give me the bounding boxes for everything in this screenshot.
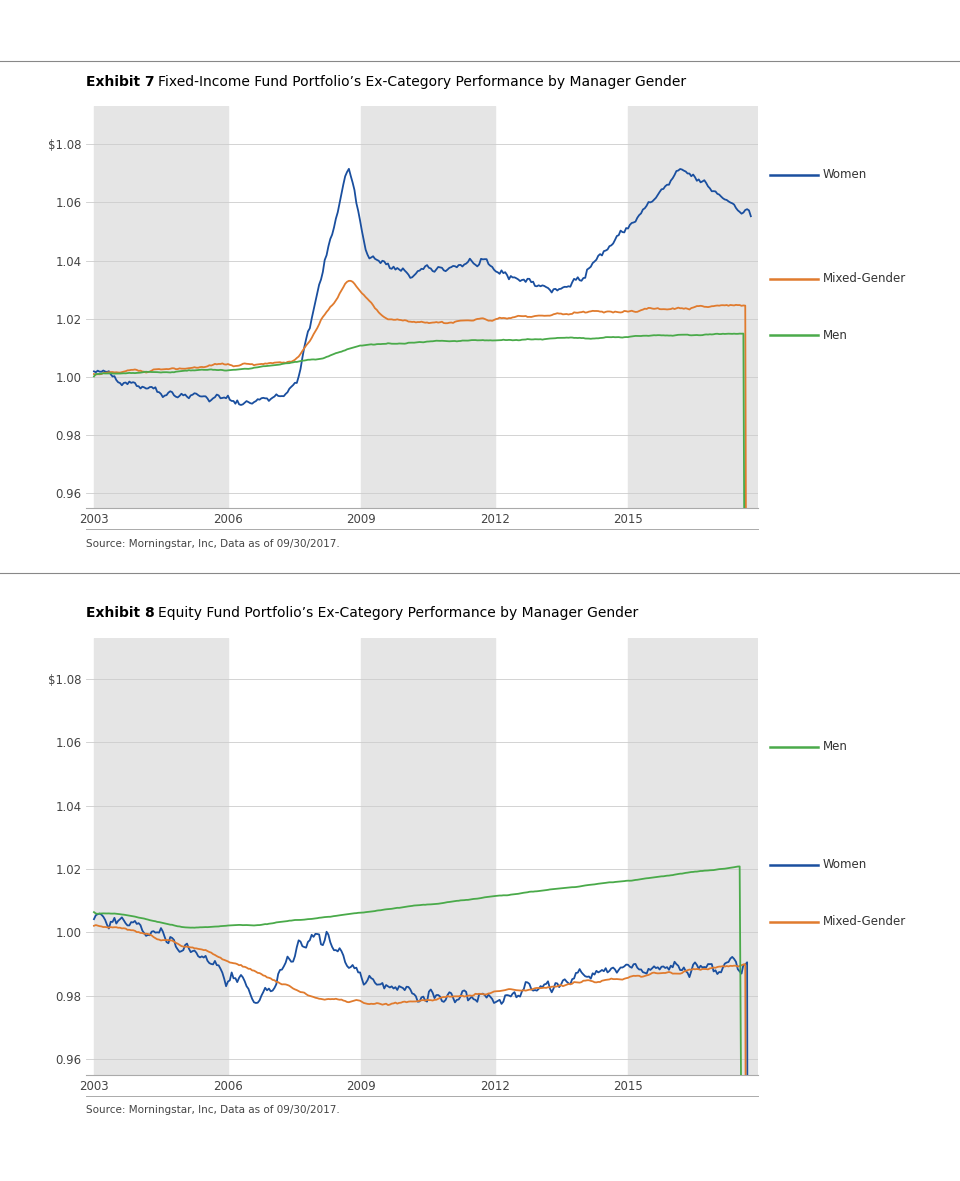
Bar: [361, 638, 494, 1075]
Text: Mixed-Gender: Mixed-Gender: [823, 273, 906, 286]
Text: Exhibit 8: Exhibit 8: [86, 606, 156, 620]
Text: Women: Women: [823, 859, 867, 872]
Text: Source: Morningstar, Inc, Data as of 09/30/2017.: Source: Morningstar, Inc, Data as of 09/…: [86, 1105, 340, 1115]
Text: Source: Morningstar, Inc, Data as of 09/30/2017.: Source: Morningstar, Inc, Data as of 09/…: [86, 539, 340, 548]
Bar: [629, 106, 758, 508]
Text: Men: Men: [823, 740, 848, 753]
Text: Exhibit 7: Exhibit 7: [86, 74, 155, 89]
Text: Mixed-Gender: Mixed-Gender: [823, 915, 906, 928]
Bar: [94, 106, 228, 508]
Text: Women: Women: [823, 168, 867, 181]
Text: Fixed-Income Fund Portfolio’s Ex-Category Performance by Manager Gender: Fixed-Income Fund Portfolio’s Ex-Categor…: [158, 74, 686, 89]
Text: Men: Men: [823, 328, 848, 341]
Bar: [629, 638, 758, 1075]
Bar: [94, 638, 228, 1075]
Text: Equity Fund Portfolio’s Ex-Category Performance by Manager Gender: Equity Fund Portfolio’s Ex-Category Perf…: [158, 606, 638, 620]
Bar: [361, 106, 494, 508]
